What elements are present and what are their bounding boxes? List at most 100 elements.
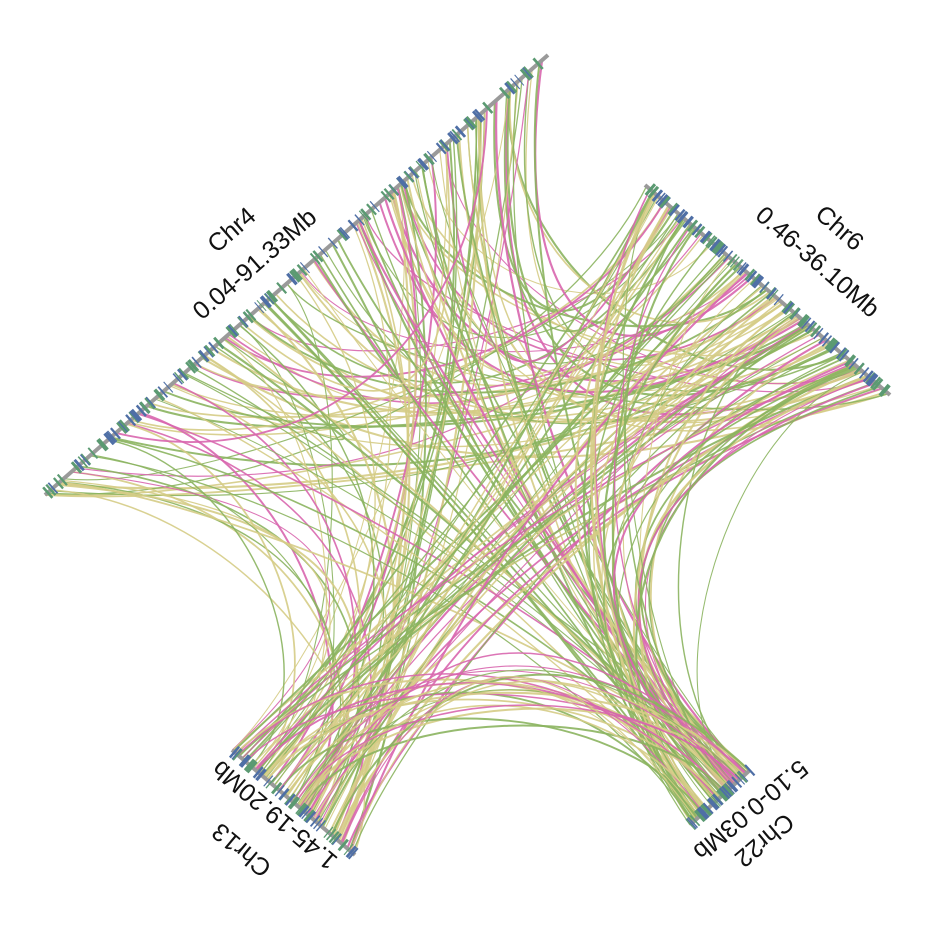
- chr6-gene-mark: [866, 373, 878, 386]
- chr4-gene-mark: [187, 359, 200, 372]
- chr4-gene-mark: [153, 389, 165, 402]
- chr22-gene-mark: [720, 785, 733, 798]
- chr4-gene-mark: [415, 160, 426, 173]
- chr6-gene-mark: [768, 289, 779, 301]
- chr6-gene-mark: [813, 327, 824, 340]
- chr13-gene-mark: [323, 826, 334, 839]
- chr4-gene-mark: [245, 308, 257, 321]
- synteny-link-chr6-chr13: [340, 387, 883, 844]
- chr22-gene-mark: [709, 796, 720, 809]
- chr4-gene-mark: [174, 371, 185, 384]
- chr6-gene-mark: [744, 268, 756, 281]
- chr13-gene-mark: [265, 777, 276, 789]
- chr4-gene-mark: [358, 210, 369, 222]
- synteny-link-chr4-chr22: [533, 62, 720, 800]
- chr6-gene-mark: [773, 293, 784, 306]
- synteny-link-chr6-chr22: [588, 241, 712, 824]
- chr22-gene-mark: [687, 816, 698, 829]
- chr6-gene-mark: [827, 340, 839, 353]
- chr6-gene-mark: [657, 194, 668, 206]
- chr4-gene-mark: [514, 74, 525, 86]
- chr6-gene-mark: [711, 240, 722, 253]
- chr6-gene-mark: [715, 243, 727, 257]
- chr6-gene-mark: [824, 337, 836, 350]
- chr22-gene-mark: [738, 770, 749, 782]
- chr22-gene-mark: [686, 817, 697, 830]
- chr22-gene-mark: [726, 781, 737, 793]
- chr6-gene-mark: [845, 355, 857, 368]
- chr4-gene-mark: [185, 361, 197, 374]
- chr4-gene-mark: [213, 336, 225, 350]
- chr4-gene-mark: [291, 268, 303, 281]
- chr4-gene-mark: [56, 473, 68, 486]
- chr13-gene-mark: [287, 796, 300, 809]
- chr22-gene-mark: [685, 818, 696, 831]
- chr4-gene-mark: [157, 386, 169, 398]
- synteny-link-chr6-chr13: [278, 359, 850, 792]
- chr22-gene-mark: [706, 798, 718, 811]
- chr13-gene-mark: [243, 758, 255, 771]
- chr4-gene-mark: [139, 401, 151, 414]
- chr22-gene-mark: [707, 797, 720, 810]
- chr6-gene-mark: [828, 341, 840, 353]
- chr22-gene-mark: [689, 814, 701, 827]
- synteny-link-chr13-chr22: [299, 704, 707, 811]
- chr6-gene-mark: [726, 253, 738, 266]
- chr6-gene-mark: [717, 245, 729, 258]
- chr13-gene-mark: [239, 754, 250, 767]
- chr22-gene-mark: [716, 790, 727, 802]
- chr4-gene-mark: [105, 431, 117, 444]
- chr13-gene-mark: [271, 781, 283, 795]
- chr13-gene-mark: [343, 843, 354, 856]
- chr6-gene-mark: [686, 219, 699, 232]
- chr4-gene-mark: [474, 108, 486, 121]
- chr4-gene-mark: [45, 483, 57, 496]
- chr4-gene-mark: [327, 237, 338, 249]
- chr4-gene-mark: [354, 214, 365, 226]
- chr6-gene-mark: [700, 231, 712, 244]
- chr13-gene-mark: [274, 784, 285, 797]
- chr4-gene-mark: [208, 341, 219, 354]
- chr13-gene-mark: [296, 803, 308, 816]
- chr4-gene-mark: [125, 414, 137, 427]
- synteny-link-chr6-chr13: [301, 334, 821, 810]
- chr6-gene-mark: [732, 258, 743, 271]
- synteny-link-chr6-chr13: [261, 374, 869, 777]
- chr4-gene-mark: [380, 190, 392, 203]
- chr4-gene-mark: [264, 292, 275, 305]
- chr6-gene-mark: [801, 317, 812, 330]
- chr4-gene-mark: [77, 456, 89, 468]
- synteny-link-chr4-chr22: [421, 164, 732, 789]
- chr6-gene-mark: [682, 215, 694, 229]
- chr4-gene-mark: [267, 289, 279, 302]
- chr4-gene-mark: [145, 396, 156, 409]
- chr4-gene-mark: [227, 324, 239, 338]
- chr6-gene-mark: [701, 232, 713, 245]
- chr6-gene-mark: [667, 202, 679, 216]
- chr4-gene-mark: [135, 404, 147, 417]
- chr13-gene-mark: [229, 745, 240, 759]
- chr13-gene-mark: [305, 810, 316, 824]
- synteny-link-chr6-chr13: [321, 324, 809, 828]
- synteny-link-chr4-chr4: [314, 243, 400, 380]
- chr4-gene-mark: [309, 252, 321, 265]
- chr13-gene-mark: [246, 761, 258, 774]
- synteny-link-chr4-chr6: [324, 249, 835, 425]
- chr6-gene-mark: [655, 192, 666, 205]
- synteny-link-chr13-chr22: [304, 689, 723, 813]
- chr6-gene-mark: [870, 376, 882, 389]
- chr4-gene-mark: [498, 86, 511, 100]
- chr4-gene-mark: [447, 132, 459, 145]
- synteny-link-chr6-chr13: [264, 195, 659, 779]
- chr6-gene-mark: [836, 348, 848, 361]
- chr4-gene-mark: [360, 208, 372, 221]
- synteny-link-chr4-chr6: [128, 269, 745, 436]
- chr13-gene-mark: [330, 833, 341, 845]
- chr13-gene-mark: [313, 817, 324, 830]
- chr4-gene-mark: [463, 118, 475, 131]
- synteny-link-chr6-chr13: [352, 324, 809, 854]
- chr6-gene-mark: [733, 259, 744, 271]
- chr13-gene-mark: [330, 833, 342, 846]
- chr6-gene-mark: [647, 185, 659, 198]
- chr4-gene-mark: [117, 420, 129, 433]
